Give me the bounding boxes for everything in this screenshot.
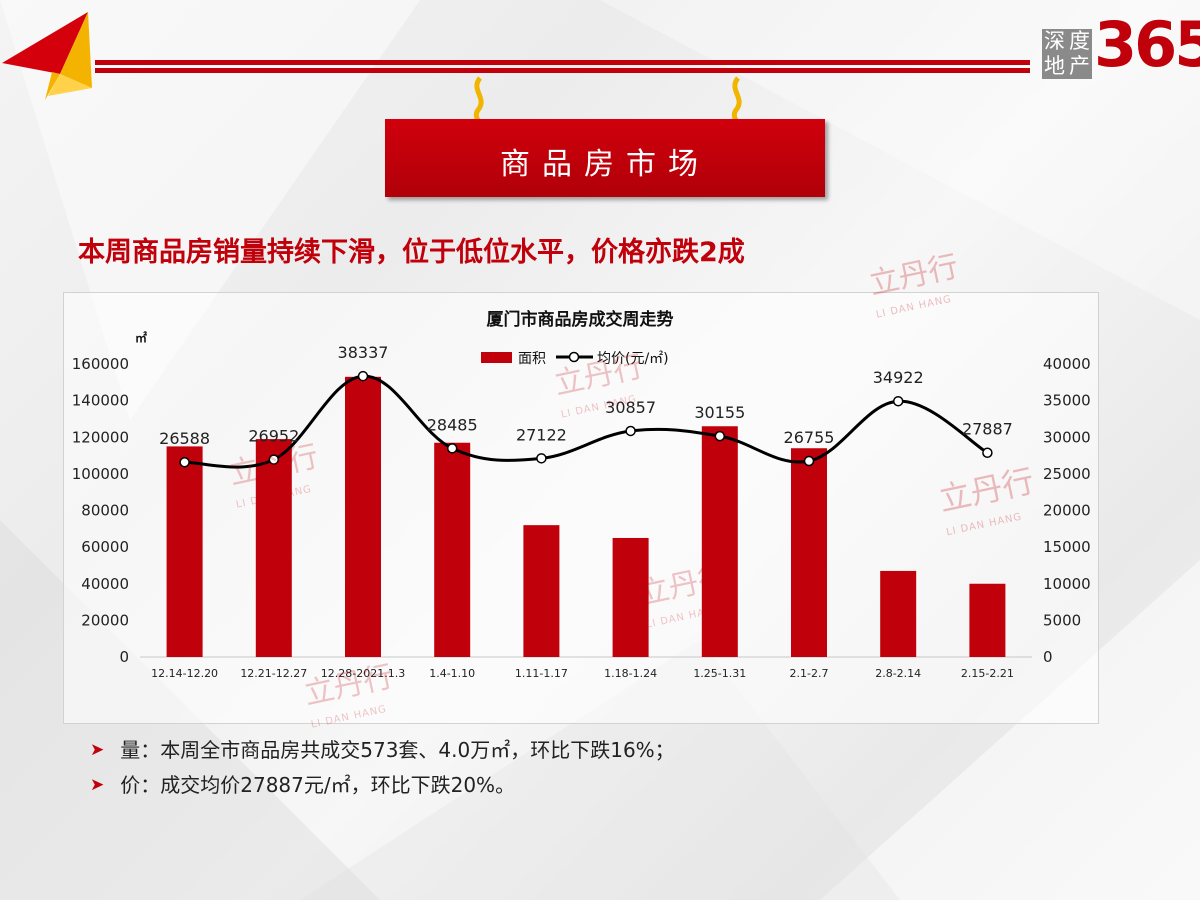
bar [880, 570, 917, 657]
y-right-tick-label: 15000 [1043, 538, 1091, 556]
x-tick-label: 1.4-1.10 [429, 667, 475, 680]
y-left-tick-label: 20000 [81, 611, 129, 629]
logo-char: 产 [1069, 54, 1090, 78]
price-point [536, 453, 547, 464]
bar [345, 376, 381, 657]
x-tick-label: 12.28-2021.1.3 [321, 667, 405, 680]
chart-legend: 面积 均价(元/㎡) [481, 351, 669, 367]
bullet-text: 量：本周全市商品房共成交573套、4.0万㎡，环比下跌16%； [120, 738, 675, 762]
legend-bar-swatch [481, 352, 512, 363]
price-point [268, 454, 280, 465]
y-right-tick-label: 20000 [1043, 502, 1091, 520]
legend-line-marker [568, 351, 580, 363]
price-data-label: 30155 [694, 403, 745, 422]
price-data-label: 30857 [605, 398, 656, 417]
y-right-tick-label: 0 [1043, 648, 1053, 666]
chart-frame [63, 292, 1099, 724]
price-data-label: 26952 [248, 427, 299, 446]
price-point [982, 447, 993, 458]
logo-char: 地 [1044, 54, 1065, 78]
x-tick-label: 2.8-2.14 [875, 667, 921, 680]
price-data-label: 27887 [962, 420, 1013, 439]
header-divider [95, 60, 1030, 76]
y-left-tick-label: 40000 [81, 575, 129, 593]
legend-bar-label: 面积 [518, 351, 546, 367]
y-right-tick-label: 35000 [1043, 392, 1091, 410]
price-data-label: 34922 [873, 368, 924, 387]
brand-logo-box: 深 度 地 产 [1042, 29, 1092, 79]
y-left-tick-label: 160000 [72, 355, 129, 373]
brand-logo-number: 365 [1094, 8, 1200, 81]
x-tick-label: 2.1-2.7 [790, 667, 829, 680]
y-right-tick-label: 30000 [1043, 428, 1091, 446]
y-right-tick-label: 5000 [1043, 611, 1081, 629]
y-right-tick-label: 25000 [1043, 465, 1091, 483]
price-line [184, 374, 989, 469]
chart-title: 厦门市商品房成交周走势 [487, 309, 674, 329]
y-left-tick-label: 140000 [72, 392, 129, 410]
bullet-item: ➤ 量：本周全市商品房共成交573套、4.0万㎡，环比下跌16%； [90, 733, 675, 768]
logo-char: 深 [1044, 29, 1065, 53]
bullet-item: ➤ 价：成交均价27887元/㎡，环比下跌20%。 [90, 768, 675, 803]
price-point [714, 430, 726, 442]
summary-bullets: ➤ 量：本周全市商品房共成交573套、4.0万㎡，环比下跌16%； ➤ 价：成交… [90, 733, 675, 803]
y-left-tick-label: 120000 [72, 428, 129, 446]
price-data-label: 27122 [516, 425, 567, 444]
bar [701, 426, 738, 657]
x-tick-label: 1.11-1.17 [515, 667, 568, 680]
x-tick-label: 2.15-2.21 [961, 667, 1014, 680]
bullet-arrow-icon: ➤ [90, 740, 105, 760]
bar [523, 525, 560, 657]
bar [255, 439, 292, 657]
bar [969, 583, 1006, 657]
legend-line-label: 均价(元/㎡) [597, 351, 669, 367]
price-data-label: 26588 [159, 429, 210, 448]
price-point [803, 455, 815, 467]
x-tick-label: 12.21-12.27 [240, 667, 307, 680]
price-point [625, 425, 636, 437]
price-point [179, 456, 190, 468]
paper-plane-icon [2, 12, 92, 100]
bar [166, 446, 203, 657]
price-point [357, 370, 369, 382]
y-right-tick-label: 10000 [1043, 575, 1091, 593]
price-point [892, 395, 904, 407]
bullet-text: 价：成交均价27887元/㎡，环比下跌20%。 [120, 773, 516, 797]
y-left-tick-label: 60000 [81, 538, 129, 556]
y-right-tick-label: 40000 [1043, 355, 1091, 373]
bar [434, 442, 471, 657]
y-left-tick-label: 80000 [81, 502, 129, 520]
logo-char: 度 [1069, 29, 1090, 53]
y-left-tick-label: 0 [119, 648, 129, 666]
price-point [446, 443, 458, 454]
price-data-label: 28485 [427, 415, 478, 434]
x-tick-label: 1.25-1.31 [693, 667, 746, 680]
x-tick-label: 12.14-12.20 [151, 667, 218, 680]
bar [612, 537, 649, 657]
section-banner: 商品房市场 [385, 119, 825, 197]
price-data-label: 26755 [784, 428, 835, 447]
bullet-arrow-icon: ➤ [90, 775, 105, 795]
y-left-tick-label: 100000 [72, 465, 129, 483]
banner-title: 商品房市场 [500, 147, 710, 182]
bar [791, 448, 827, 657]
price-data-label: 38337 [338, 343, 389, 362]
page-headline: 本周商品房销量持续下滑，位于低位水平，价格亦跌2成 [78, 237, 745, 268]
x-tick-label: 1.18-1.24 [604, 667, 657, 680]
left-axis-unit: ㎡ [135, 330, 147, 345]
